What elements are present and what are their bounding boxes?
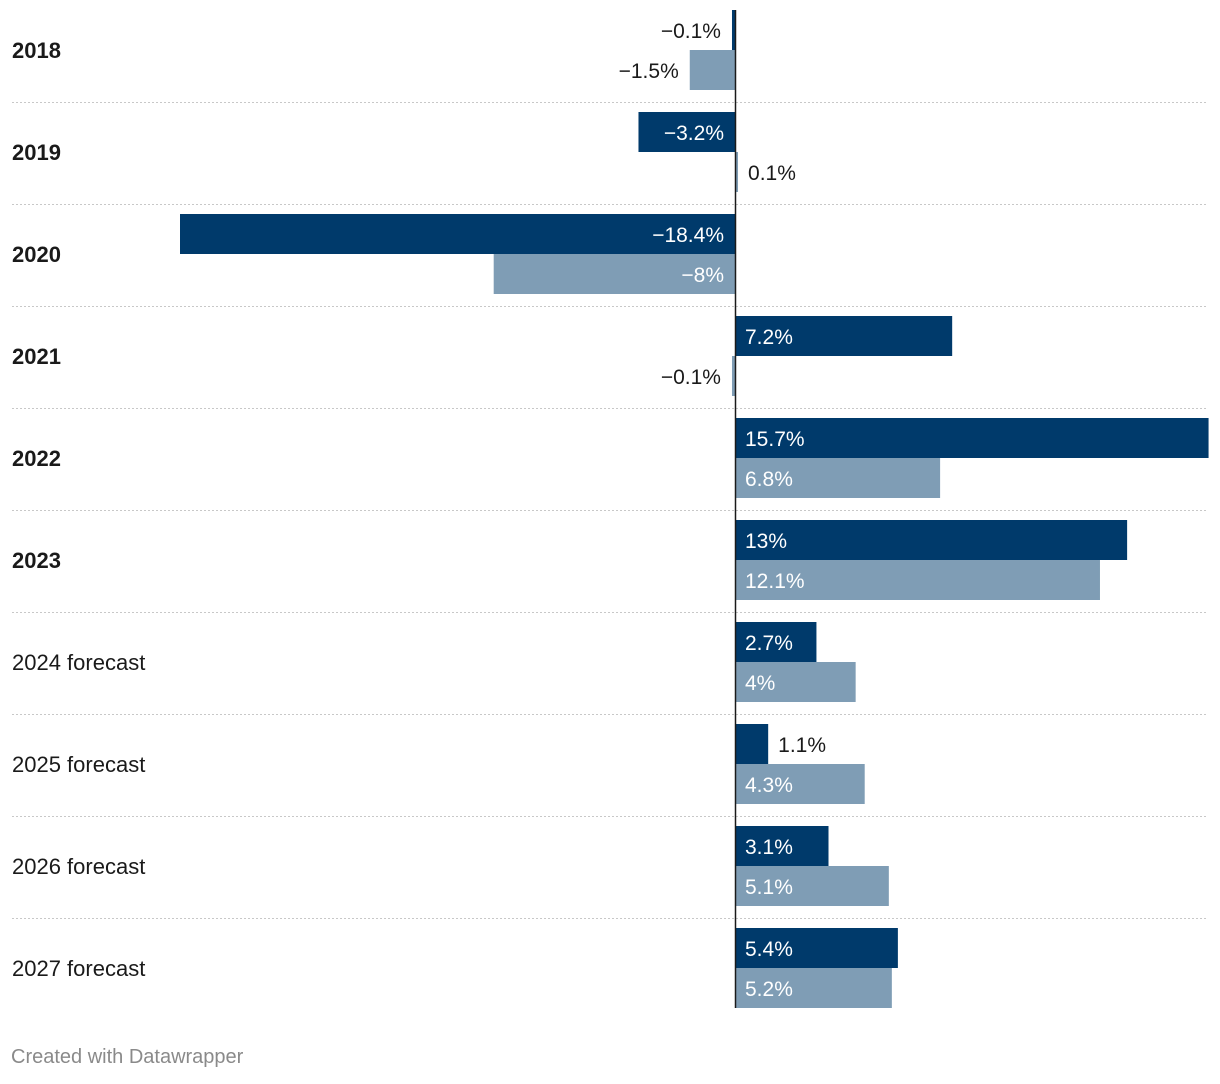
bar-2 [735, 458, 941, 498]
bar-2 [731, 356, 735, 396]
value-label: −3.2% [664, 122, 724, 145]
value-label: 3.1% [745, 836, 793, 859]
value-label: 0.1% [748, 162, 796, 185]
value-label: 2.7% [745, 632, 793, 655]
value-label: 5.2% [745, 978, 793, 1001]
bar-1 [735, 622, 817, 662]
bar-1 [735, 928, 898, 968]
value-label: 12.1% [745, 570, 805, 593]
bar-2 [735, 662, 856, 702]
bar-chart: 2018 −0.1% −1.5% 2019 −3.2% 0.1% 2020 −18.4% −8%… [12, 10, 1209, 1008]
bar-2 [735, 968, 892, 1008]
category-label: 2020 [12, 242, 61, 267]
category-label: 2025 forecast [12, 752, 145, 777]
value-label: −8% [681, 264, 724, 287]
bar-1 [735, 418, 1209, 458]
bar-2 [735, 764, 865, 804]
category-label: 2019 [12, 140, 61, 165]
value-label: −0.1% [661, 366, 721, 389]
value-label: 7.2% [745, 326, 793, 349]
category-label: 2026 forecast [12, 854, 145, 879]
value-label: 1.1% [778, 734, 826, 757]
value-label: 5.1% [745, 876, 793, 899]
bar-1 [735, 724, 769, 764]
credit-text: Created with Datawrapper [11, 1046, 244, 1068]
category-label: 2018 [12, 38, 61, 63]
bar-2 [493, 254, 735, 294]
category-label: 2022 [12, 446, 61, 471]
bar-1 [735, 316, 953, 356]
bar-2 [735, 152, 739, 192]
value-label: 15.7% [745, 428, 805, 451]
bar-1 [731, 10, 735, 50]
category-label: 2024 forecast [12, 650, 145, 675]
value-label: 6.8% [745, 468, 793, 491]
value-label: −1.5% [619, 60, 679, 83]
value-label: 13% [745, 530, 787, 553]
bar-2 [689, 50, 735, 90]
bar-2 [735, 560, 1100, 600]
category-label: 2023 [12, 548, 61, 573]
bar-1 [735, 826, 829, 866]
bar-1 [180, 214, 735, 254]
value-label: −18.4% [652, 224, 724, 247]
bar-2 [735, 866, 889, 906]
value-label: 4.3% [745, 774, 793, 797]
category-label: 2027 forecast [12, 956, 145, 981]
value-label: 4% [745, 672, 775, 695]
bar-1 [638, 112, 735, 152]
category-label: 2021 [12, 344, 61, 369]
value-label: 5.4% [745, 938, 793, 961]
value-label: −0.1% [661, 20, 721, 43]
bar-1 [735, 520, 1128, 560]
